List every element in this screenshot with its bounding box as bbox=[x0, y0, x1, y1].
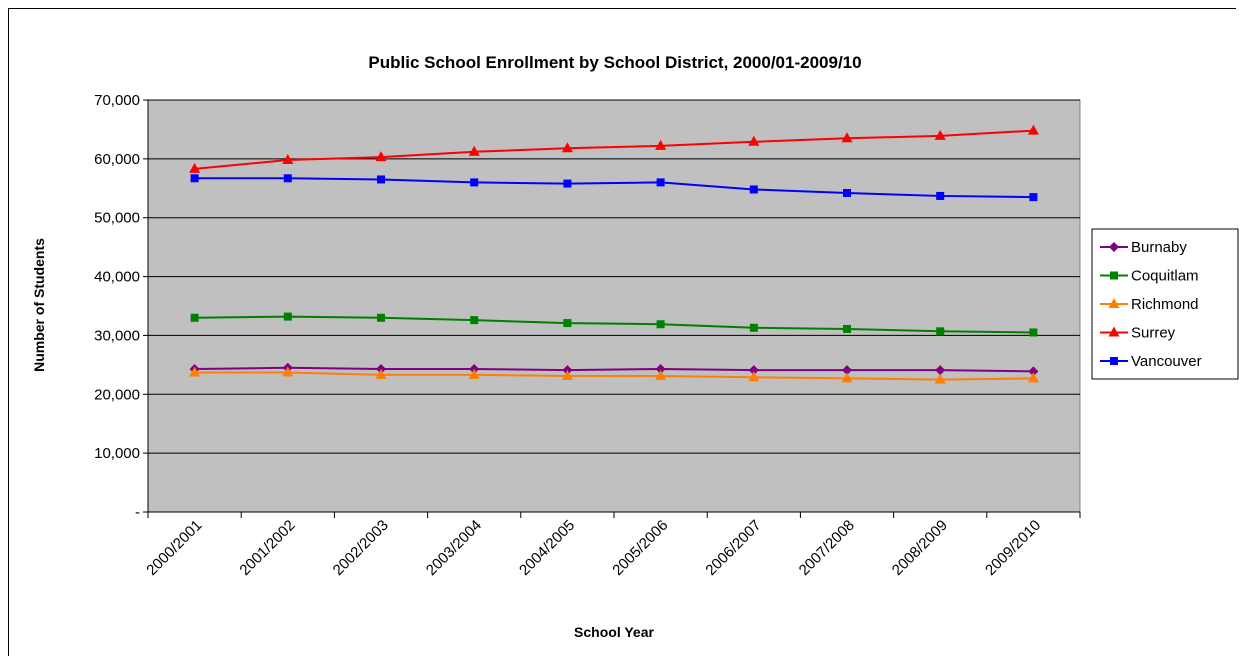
plot-area bbox=[147, 99, 1081, 513]
x-tick-label: 2006/2007 bbox=[702, 517, 764, 579]
data-point-richmond bbox=[375, 368, 387, 379]
series-richmond bbox=[189, 366, 1039, 384]
data-point-coquitlam bbox=[283, 312, 292, 321]
x-tick-label: 2005/2006 bbox=[609, 517, 671, 579]
legend-item-surrey: Surrey bbox=[1100, 325, 1176, 342]
y-tick-label: 20,000 bbox=[94, 386, 140, 403]
y-tick-label: 50,000 bbox=[94, 210, 140, 227]
legend-swatch-marker bbox=[1108, 298, 1120, 308]
data-point-coquitlam bbox=[563, 319, 572, 328]
chart-frame bbox=[8, 8, 1236, 656]
data-point-coquitlam bbox=[1029, 328, 1038, 337]
data-point-coquitlam bbox=[843, 324, 851, 333]
legend: Burnaby Coquitlam Richmond Surrey Vancouver bbox=[1091, 228, 1239, 380]
data-point-richmond bbox=[655, 370, 667, 381]
data-point-vancouver bbox=[563, 179, 572, 188]
y-axis: - 10,000 20,000 30,000 40,000 50,000 60,000 70,… bbox=[94, 92, 149, 521]
legend-label: Vancouver bbox=[1131, 353, 1202, 370]
data-point-coquitlam bbox=[749, 323, 758, 332]
legend-item-burnaby: Burnaby bbox=[1100, 239, 1187, 256]
data-point-vancouver bbox=[936, 191, 945, 200]
x-tick-label: 2007/2008 bbox=[796, 517, 858, 579]
data-point-surrey bbox=[748, 135, 760, 146]
series-line-richmond bbox=[194, 371, 1034, 381]
x-tick-label: 2008/2009 bbox=[889, 517, 951, 579]
series-group bbox=[189, 124, 1039, 384]
data-point-burnaby bbox=[1028, 366, 1039, 377]
x-tick-label: 2004/2005 bbox=[516, 517, 578, 579]
x-axis: 2000/2001 2001/2002 2002/2003 2003/2004 2004… bbox=[143, 511, 1081, 579]
data-point-surrey bbox=[189, 162, 201, 173]
x-tick-label: 2003/2004 bbox=[423, 517, 485, 579]
legend-swatch-marker bbox=[1110, 271, 1118, 280]
legend-label: Surrey bbox=[1131, 325, 1176, 342]
y-axis-label: Number of Students bbox=[31, 238, 47, 372]
data-point-surrey bbox=[1027, 124, 1039, 135]
data-point-surrey bbox=[934, 129, 946, 140]
data-point-richmond bbox=[282, 366, 294, 377]
legend-swatch-marker bbox=[1108, 326, 1120, 337]
data-point-surrey bbox=[468, 145, 480, 156]
y-tick-label: 40,000 bbox=[94, 269, 140, 286]
data-point-richmond bbox=[468, 368, 480, 379]
x-tick-label: 2002/2003 bbox=[330, 517, 392, 579]
y-tick-label: 30,000 bbox=[94, 327, 140, 344]
data-point-vancouver bbox=[1029, 193, 1038, 202]
x-axis-label: School Year bbox=[574, 624, 654, 640]
series-line-surrey bbox=[194, 129, 1034, 170]
y-tick-label: 70,000 bbox=[94, 92, 140, 109]
data-point-vancouver bbox=[470, 178, 479, 187]
series-vancouver bbox=[190, 174, 1038, 202]
data-point-burnaby bbox=[842, 365, 852, 376]
y-tick-label: 60,000 bbox=[94, 151, 140, 168]
series-line-burnaby bbox=[194, 366, 1034, 373]
series-coquitlam bbox=[190, 312, 1038, 337]
data-point-richmond bbox=[561, 370, 573, 381]
chart-title: Public School Enrollment by School Distr… bbox=[368, 53, 861, 72]
data-point-surrey bbox=[282, 154, 294, 165]
data-point-vancouver bbox=[749, 185, 758, 194]
data-point-vancouver bbox=[377, 175, 385, 184]
y-tick-label: - bbox=[135, 504, 140, 521]
data-point-richmond bbox=[934, 373, 946, 384]
legend-label: Coquitlam bbox=[1131, 268, 1199, 285]
data-point-richmond bbox=[841, 372, 853, 383]
data-point-vancouver bbox=[190, 174, 199, 183]
legend-item-coquitlam: Coquitlam bbox=[1100, 268, 1199, 285]
series-line-vancouver bbox=[194, 177, 1034, 199]
x-tick-label: 2001/2002 bbox=[236, 517, 298, 579]
data-point-richmond bbox=[748, 371, 760, 382]
data-point-burnaby bbox=[748, 365, 759, 376]
data-point-richmond bbox=[1027, 372, 1039, 383]
data-point-surrey bbox=[561, 142, 573, 153]
data-point-surrey bbox=[841, 132, 853, 143]
data-point-vancouver bbox=[283, 174, 292, 183]
y-tick-label: 10,000 bbox=[94, 445, 140, 462]
legend-item-richmond: Richmond bbox=[1100, 296, 1199, 313]
x-tick-label: 2009/2010 bbox=[982, 517, 1044, 579]
series-line-coquitlam bbox=[194, 315, 1034, 334]
data-point-coquitlam bbox=[377, 313, 385, 322]
legend-swatch-marker bbox=[1109, 242, 1119, 252]
data-point-vancouver bbox=[656, 178, 665, 187]
data-point-coquitlam bbox=[190, 313, 199, 322]
data-point-vancouver bbox=[843, 188, 851, 197]
x-tick-label: 2000/2001 bbox=[143, 517, 205, 579]
legend-swatch-marker bbox=[1110, 357, 1118, 365]
data-point-richmond bbox=[189, 366, 201, 377]
legend-item-vancouver: Vancouver bbox=[1100, 353, 1202, 370]
data-point-burnaby bbox=[655, 363, 666, 374]
data-point-coquitlam bbox=[656, 320, 665, 329]
series-surrey bbox=[189, 124, 1039, 173]
legend-label: Burnaby bbox=[1131, 239, 1187, 256]
data-point-burnaby bbox=[935, 365, 946, 376]
data-point-coquitlam bbox=[470, 316, 479, 325]
legend-label: Richmond bbox=[1131, 296, 1199, 313]
data-point-surrey bbox=[655, 139, 667, 150]
data-point-surrey bbox=[375, 151, 387, 162]
data-point-coquitlam bbox=[936, 327, 945, 336]
